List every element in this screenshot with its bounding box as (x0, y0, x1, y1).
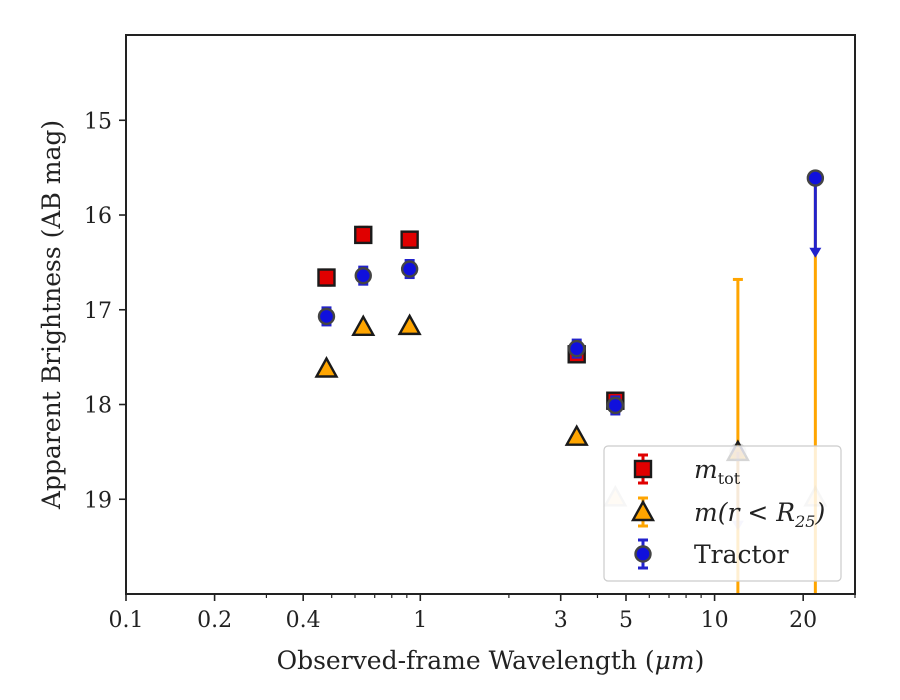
y-tick-label: 17 (84, 299, 112, 324)
x-axis-title: Observed-frame Wavelength (μm) (277, 646, 705, 675)
upper-limit-arrow (809, 178, 822, 258)
x-tick-label: 3 (554, 608, 568, 633)
series-tractor (317, 169, 825, 531)
x-tick-label: 0.4 (286, 608, 321, 633)
legend-entry-mr25: m(r < R25) (630, 496, 825, 531)
tractor-point (354, 266, 372, 285)
x-tick-label: 0.1 (109, 608, 144, 633)
legend-box (603, 445, 842, 582)
legend-entry-mtot: mtot (633, 453, 741, 488)
tractor-point (317, 307, 336, 326)
mr25-point (564, 424, 589, 446)
x-tick-label: 1 (413, 608, 427, 633)
y-tick-label: 18 (84, 394, 112, 419)
legend-marker (633, 459, 653, 479)
mtot-point (354, 225, 373, 245)
x-tick-label: 0.2 (197, 608, 232, 633)
tractor-point (400, 260, 419, 278)
upper-limit-head (809, 247, 822, 258)
legend-marker (634, 545, 652, 563)
y-axis-title: Apparent Brightness (AB mag) (37, 120, 66, 510)
axes-frame (125, 34, 856, 595)
mtot-point (400, 230, 419, 249)
tractor-point (806, 169, 825, 187)
legend-label: mtot (694, 455, 741, 488)
x-tick-label: 5 (619, 608, 633, 633)
legend-label: Tractor (694, 540, 789, 569)
mr25-point (351, 314, 376, 337)
x-tick-label: 10 (701, 608, 729, 633)
mr25-point (397, 313, 422, 336)
y-tick-label: 15 (84, 109, 112, 134)
x-tick-label: 20 (789, 608, 817, 633)
ticks: 0.1 0.2 0.4 1 3 5 10 20 15 16 17 18 19 (84, 109, 856, 633)
legend: mtot m(r < R25) Tractor (603, 445, 842, 582)
mr25-point (314, 356, 339, 378)
legend-marker (630, 499, 656, 522)
tractor-point (606, 396, 625, 415)
legend-label: m(r < R25) (694, 498, 825, 531)
y-tick-label: 16 (84, 204, 112, 229)
y-tick-label: 19 (84, 488, 112, 513)
mtot-point (317, 268, 336, 287)
tractor-point (568, 339, 586, 358)
legend-entry-tractor: Tractor (634, 538, 789, 570)
